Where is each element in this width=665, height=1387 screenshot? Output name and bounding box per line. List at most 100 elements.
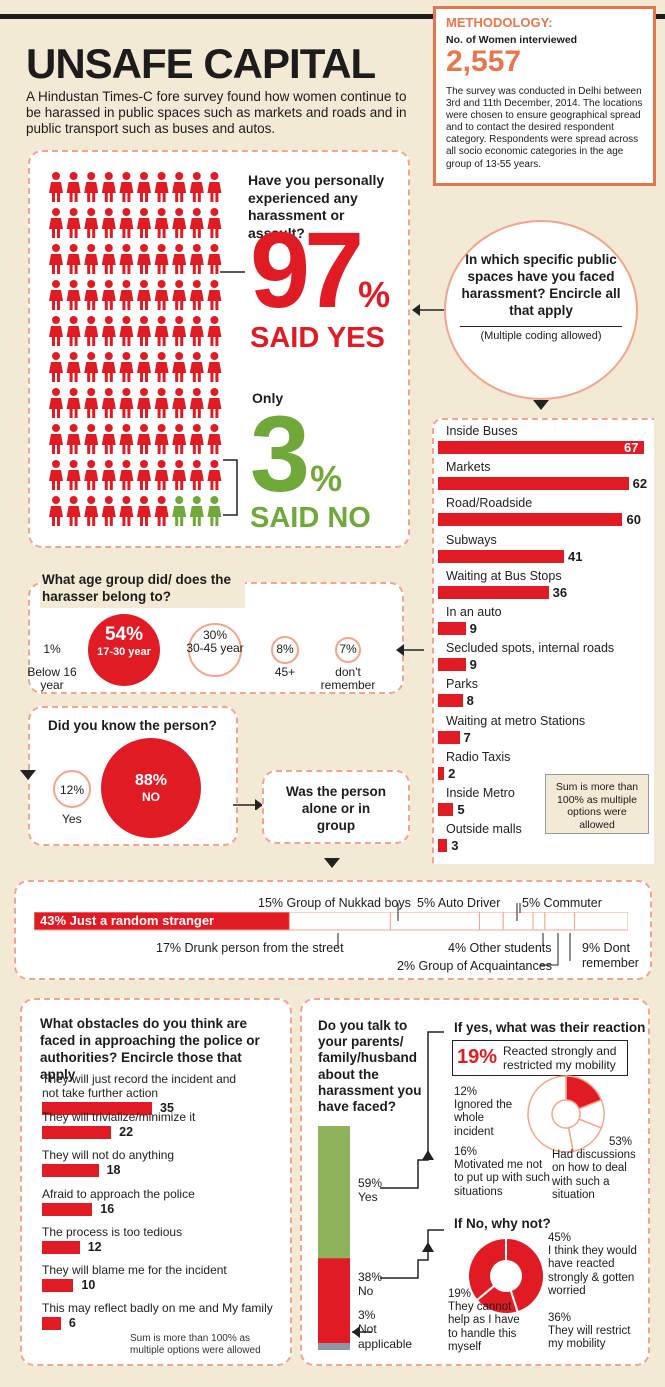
- woman-icon-yes: [119, 172, 134, 202]
- methodology-box: METHODOLOGY: No. of Women interviewed 2,…: [433, 6, 656, 186]
- woman-icon-yes: [172, 280, 187, 310]
- spaces-sum-note: Sum is more than 100% as multiple option…: [545, 774, 649, 834]
- spaces-arrow: [412, 304, 446, 316]
- why-not-slice: [467, 1236, 507, 1302]
- space-category-label: Outside malls: [446, 822, 522, 837]
- woman-icon-yes: [137, 460, 151, 490]
- group-down-arrow: [324, 858, 340, 868]
- woman-icon-yes: [101, 424, 116, 454]
- women-label: No. of Women interviewed: [446, 34, 578, 46]
- obstacle-value-label: 12: [87, 1239, 102, 1254]
- space-category-label: Markets: [446, 460, 491, 475]
- spaces-question-circle: In which specific public spaces have you…: [444, 220, 638, 400]
- why-not-donut-chart: [467, 1236, 545, 1315]
- woman-icon-yes: [49, 280, 63, 310]
- woman-icon-yes: [119, 460, 134, 490]
- talk-no: 38% No: [358, 1270, 382, 1299]
- obstacle-value-label: 6: [68, 1316, 76, 1331]
- yes-percent: %: [358, 274, 391, 315]
- age-bubble-pct: 1%: [43, 642, 61, 656]
- space-value-label: 62: [632, 476, 648, 492]
- age-bubble-pct: 30%: [202, 628, 228, 642]
- why-not-worried-label: I think they would have reacted strongly…: [548, 1245, 637, 1297]
- space-category-label: Inside Buses: [446, 424, 518, 438]
- no-figure: 3%: [250, 400, 342, 508]
- harassment-connectors: [220, 271, 245, 516]
- talk-no-pct: 38%: [358, 1270, 383, 1284]
- woman-icon-yes: [49, 316, 63, 346]
- talk-na-label: Not applicable: [358, 1322, 413, 1351]
- talk-yes: 59% Yes: [358, 1176, 382, 1205]
- woman-icon-yes: [101, 208, 116, 238]
- woman-icon-yes: [154, 424, 169, 454]
- methodology-text: The survey was conducted in Delhi betwee…: [446, 85, 643, 170]
- methodology-heading: METHODOLOGY:: [446, 15, 553, 30]
- talk-stacked-bar: [318, 1126, 350, 1350]
- obstacles-question: What obstacles do you think are faced in…: [40, 1016, 260, 1082]
- woman-icon-yes: [137, 172, 151, 202]
- why-not-cannot-label: They cannot help as I have to handle thi…: [448, 1301, 520, 1353]
- woman-icon-yes: [66, 352, 81, 382]
- woman-icon-yes: [84, 244, 99, 274]
- obstacle-bar: [42, 1202, 93, 1216]
- woman-icon-yes: [66, 172, 81, 202]
- top-rule: [0, 14, 665, 19]
- harassment-card: [28, 150, 410, 548]
- why-not-worried: 45% I think they would have reacted stro…: [548, 1232, 638, 1298]
- know-yes-label: Yes: [62, 812, 82, 826]
- woman-icon-yes: [172, 424, 187, 454]
- group-stacked-bar: [34, 912, 628, 931]
- talk-connectors: [352, 1031, 444, 1338]
- age-bubble-label: 45+: [274, 665, 296, 679]
- woman-icon-yes: [189, 424, 204, 454]
- woman-icon-yes: [119, 208, 134, 238]
- obstacle-value-label: 35: [160, 1101, 174, 1115]
- space-category-label: Radio Taxis: [446, 749, 511, 764]
- group-label-stranger: 43% Just a random stranger: [40, 913, 214, 928]
- age-bubble: [271, 636, 299, 664]
- woman-icon-yes: [137, 280, 151, 310]
- talk-question: Do you talk to your parents/ family/husb…: [318, 1018, 422, 1114]
- woman-icon-yes: [137, 424, 151, 454]
- yes-figure: 97%: [250, 216, 390, 324]
- woman-icon-yes: [207, 280, 222, 310]
- group-stranger-text: 43% Just a random stranger: [40, 913, 215, 928]
- obstacle-value-label: 10: [81, 1278, 96, 1292]
- group-label-auto: 5% Auto Driver: [417, 896, 501, 910]
- space-bar: [438, 694, 463, 708]
- woman-icon-yes: [189, 172, 204, 202]
- group-question-box: Was the person alone or in group: [262, 770, 410, 844]
- talk-yes-label: Yes: [358, 1190, 378, 1205]
- no-label: SAID NO: [250, 502, 371, 534]
- reaction-discuss-pct: 53%: [608, 1136, 632, 1148]
- woman-icon-yes: [172, 352, 187, 382]
- why-not-restrict-label: They will restrict my mobility: [548, 1325, 631, 1351]
- know-yes-pct: 12%: [59, 783, 85, 797]
- yes-label: SAID YES: [250, 322, 385, 354]
- space-category-label: Subways: [446, 532, 497, 547]
- why-not-cannot: 19% They cannot help as I have to handle…: [448, 1288, 530, 1354]
- age-bubble-pct: 8%: [276, 642, 294, 656]
- reaction-strong-box: 19% Reacted strongly and restricted my m…: [452, 1040, 628, 1076]
- woman-icon-yes: [101, 172, 116, 202]
- woman-icon-yes: [207, 460, 222, 490]
- woman-icon-yes: [189, 316, 204, 346]
- obstacles-sum-note: Sum is more than 100% as multiple option…: [130, 1333, 261, 1356]
- woman-icon-yes: [66, 244, 81, 274]
- why-not-restrict: 36% They will restrict my mobility: [548, 1312, 638, 1352]
- woman-icon-yes: [119, 244, 134, 274]
- space-value-label: 3: [451, 838, 459, 854]
- woman-icon-yes: [66, 316, 81, 346]
- woman-icon-yes: [66, 388, 81, 418]
- reaction-question: If yes, what was their reaction: [454, 1020, 646, 1035]
- space-bar: [438, 730, 460, 744]
- woman-icon-yes: [84, 352, 99, 382]
- women-count: 2,557: [446, 45, 522, 78]
- group-label-drunk: 17% Drunk person from the street: [156, 941, 344, 955]
- obstacle-category-label: Afraid to approach the police: [42, 1186, 195, 1201]
- woman-icon-yes: [49, 244, 63, 274]
- obstacle-category-label: They will blame me for the incident: [42, 1263, 227, 1277]
- intro-text: A Hindustan Times-C fore survey found ho…: [26, 89, 407, 137]
- woman-icon-yes: [66, 496, 81, 526]
- reaction-strong-label: Reacted strongly and restricted my mobil…: [503, 1044, 617, 1073]
